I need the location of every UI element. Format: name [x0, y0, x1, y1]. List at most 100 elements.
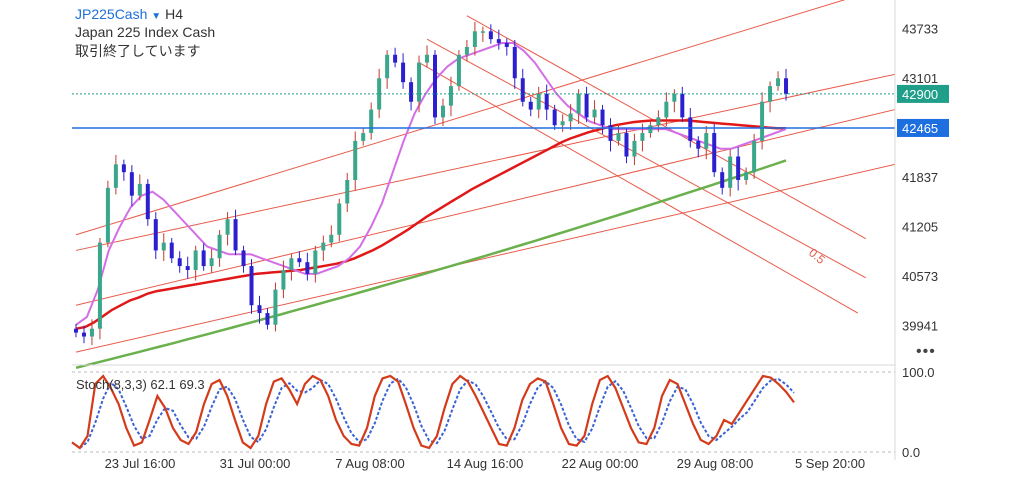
- time-axis-tick: 7 Aug 08:00: [335, 456, 404, 471]
- candle-body: [768, 86, 773, 102]
- candle-body: [448, 86, 453, 106]
- candle-body: [185, 266, 190, 270]
- candle-body: [688, 117, 693, 141]
- regression-channel-line: [75, 109, 896, 306]
- candle-body: [568, 113, 573, 122]
- current-price-tag-label: 42900: [902, 87, 938, 102]
- regression-channel-line: [75, 0, 846, 236]
- candle-body: [672, 93, 677, 102]
- candle-body: [81, 332, 86, 337]
- chevron-down-icon[interactable]: ▼: [151, 11, 162, 22]
- candle-body: [536, 93, 541, 110]
- candle-body: [321, 242, 326, 251]
- oscillator-axis-tick: 0.0: [902, 445, 920, 460]
- candle-body: [504, 43, 509, 47]
- time-axis-tick: 31 Jul 00:00: [220, 456, 291, 471]
- candle-body: [193, 250, 198, 270]
- candle-body: [169, 242, 174, 259]
- timeframe-label[interactable]: H4: [165, 6, 183, 22]
- candle-body: [440, 105, 445, 118]
- candle-body: [608, 125, 613, 141]
- candle-body: [281, 270, 286, 290]
- time-axis-tick: 14 Aug 16:00: [447, 456, 524, 471]
- candle-body: [464, 46, 469, 55]
- moving-average-red: [75, 119, 786, 330]
- candle-body: [760, 101, 765, 141]
- stoch-legend: Stoch(8,3,3) 62.1 69.3: [76, 377, 205, 392]
- regression-channel-line: [75, 163, 896, 353]
- candle-body: [680, 93, 685, 118]
- candle-body: [576, 93, 581, 114]
- candle-body: [89, 328, 94, 337]
- candle-body: [776, 78, 781, 87]
- candle-body: [752, 140, 757, 173]
- more-dots-icon[interactable]: •••: [916, 343, 936, 360]
- candle-body: [560, 121, 565, 126]
- oscillator-axis-tick: 100.0: [902, 365, 935, 380]
- horizontal-line-tag[interactable]: [897, 118, 949, 137]
- candle-body: [241, 250, 246, 267]
- candle-body: [640, 133, 645, 141]
- regression-channel-line: [75, 73, 896, 251]
- candle-body: [177, 258, 182, 267]
- candle-body: [209, 258, 214, 267]
- regression-descending-line: [466, 15, 867, 240]
- time-axis-tick: 22 Aug 00:00: [562, 456, 639, 471]
- candle-body: [512, 46, 517, 79]
- candle-body: [584, 93, 589, 118]
- candle-body: [97, 242, 102, 329]
- candle-body: [616, 133, 621, 141]
- candle-body: [217, 234, 222, 259]
- candle-body: [744, 172, 749, 180]
- candle-body: [129, 172, 134, 196]
- candle-body: [105, 187, 110, 243]
- time-axis-tick: 5 Sep 20:00: [795, 456, 865, 471]
- candle-body: [656, 117, 661, 126]
- candle-body: [361, 133, 366, 141]
- candle-body: [74, 328, 78, 333]
- candle-body: [329, 234, 334, 243]
- symbol-name[interactable]: JP225Cash: [75, 6, 148, 22]
- moving-average-green: [75, 159, 787, 370]
- candle-body: [409, 82, 414, 102]
- candle-body: [377, 78, 382, 110]
- candle-body: [496, 39, 501, 44]
- candle-body: [137, 183, 142, 196]
- price-axis-tick: 41837: [902, 170, 938, 185]
- candle-body: [121, 164, 126, 173]
- price-axis-tick: 39941: [902, 318, 938, 333]
- candle-body: [456, 54, 461, 87]
- candle-body: [345, 180, 350, 204]
- time-axis-tick: 23 Jul 16:00: [105, 456, 176, 471]
- candle-body: [728, 156, 733, 188]
- candle-body: [520, 78, 525, 102]
- candle-body: [289, 258, 294, 270]
- time-axis-tick: 29 Aug 08:00: [677, 456, 754, 471]
- candle-body: [433, 54, 437, 118]
- candle-body: [305, 262, 310, 274]
- candle-body: [632, 140, 637, 157]
- price-axis-tick: 41205: [902, 220, 938, 235]
- candle-body: [313, 250, 318, 274]
- candle-body: [704, 133, 709, 149]
- symbol-header[interactable]: JP225Cash ▼ H4: [75, 6, 183, 22]
- candle-body: [712, 133, 717, 173]
- candle-body: [480, 31, 485, 33]
- price-axis-tick: 43733: [902, 22, 938, 37]
- candle-body: [161, 242, 166, 251]
- symbol-description: Japan 225 Index Cash: [75, 24, 216, 40]
- candle-body: [472, 31, 477, 47]
- current-price-tag[interactable]: [897, 84, 949, 103]
- fib-level-label: 0.5: [806, 246, 828, 268]
- candle-body: [736, 156, 741, 180]
- candle-body: [600, 109, 605, 126]
- candle-body: [544, 93, 549, 110]
- candle-body: [337, 203, 342, 235]
- candle-body: [720, 172, 725, 188]
- price-axis-tick: 43101: [902, 71, 938, 86]
- stoch-main-line: [71, 374, 795, 450]
- candle-body: [488, 31, 493, 40]
- candle-body: [113, 164, 118, 188]
